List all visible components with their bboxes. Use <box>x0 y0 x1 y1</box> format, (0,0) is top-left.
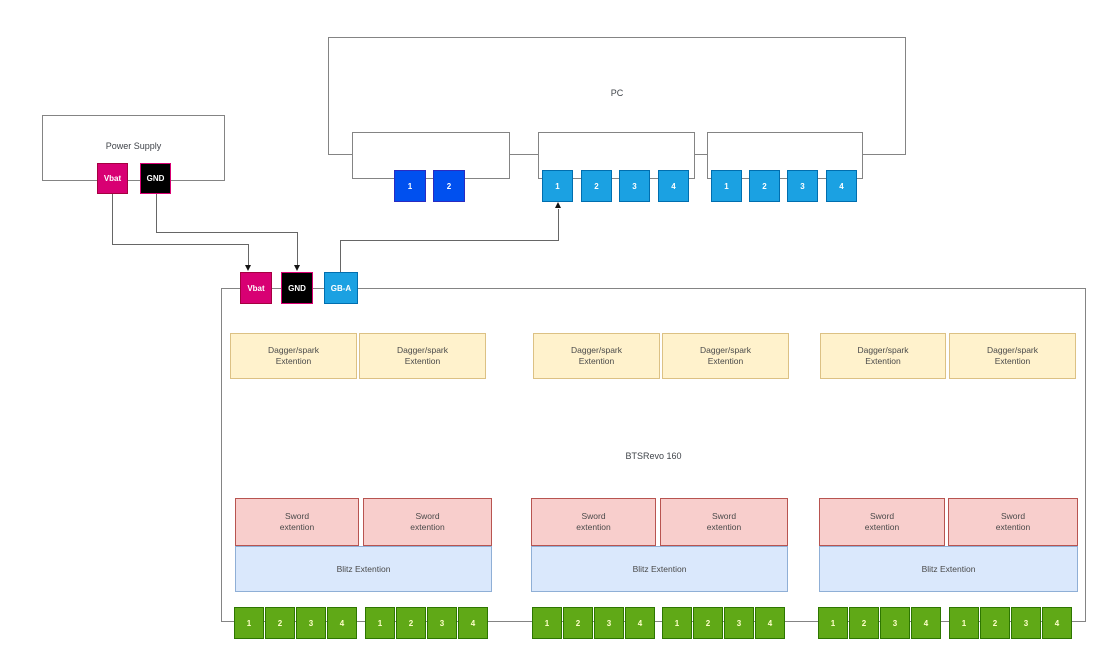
board-port: 2 <box>693 607 723 639</box>
sword-extension-box: Sword extention <box>235 498 359 546</box>
board-vbat-pin: Vbat <box>240 272 272 304</box>
wire-gba-segment <box>340 240 559 241</box>
pc-hub2-port: 2 <box>581 170 612 202</box>
board-port: 4 <box>625 607 655 639</box>
gba-arrowhead-icon <box>555 202 561 208</box>
power-supply-box <box>42 115 225 181</box>
board-port: 3 <box>880 607 910 639</box>
blitz-extension-box: Blitz Extention <box>819 546 1078 592</box>
board-port: 4 <box>458 607 488 639</box>
dagger-spark-extension-box: Dagger/spark Extention <box>359 333 486 379</box>
pc-hub3-port: 3 <box>787 170 818 202</box>
pc-hub1-port: 1 <box>394 170 426 202</box>
ps-gnd-pin: GND <box>140 163 171 194</box>
pc-hub2-port: 4 <box>658 170 689 202</box>
dagger-spark-extension-box: Dagger/spark Extention <box>662 333 789 379</box>
board-port: 3 <box>1011 607 1041 639</box>
power-supply-label: Power Supply <box>105 141 162 151</box>
board-port: 1 <box>532 607 562 639</box>
board-port: 4 <box>327 607 357 639</box>
ps-vbat-pin: Vbat <box>97 163 128 194</box>
gnd-arrowhead-icon <box>294 265 300 271</box>
wire-gnd-segment <box>297 232 298 266</box>
pc-label: PC <box>610 88 624 98</box>
dagger-spark-extension-box: Dagger/spark Extention <box>230 333 357 379</box>
pc-hub3-port: 2 <box>749 170 780 202</box>
board-port: 2 <box>563 607 593 639</box>
blitz-extension-box: Blitz Extention <box>235 546 492 592</box>
pc-hub1-box <box>352 132 510 179</box>
board-port: 2 <box>980 607 1010 639</box>
board-port: 4 <box>755 607 785 639</box>
sword-extension-box: Sword extention <box>363 498 492 546</box>
board-port: 1 <box>818 607 848 639</box>
wire-gnd-segment <box>156 194 157 233</box>
vbat-arrowhead-icon <box>245 265 251 271</box>
dagger-spark-extension-box: Dagger/spark Extention <box>820 333 946 379</box>
sword-extension-box: Sword extention <box>531 498 656 546</box>
wire-vbat-segment <box>112 194 113 245</box>
board-gba-pin: GB-A <box>324 272 358 304</box>
wire-gba-segment <box>558 209 559 241</box>
blitz-extension-box: Blitz Extention <box>531 546 788 592</box>
dagger-spark-extension-box: Dagger/spark Extention <box>533 333 660 379</box>
board-port: 2 <box>849 607 879 639</box>
board-port: 1 <box>662 607 692 639</box>
board-port: 3 <box>296 607 326 639</box>
board-port: 4 <box>1042 607 1072 639</box>
btsrevo-board-label: BTSRevo 160 <box>625 451 682 461</box>
board-port: 2 <box>265 607 295 639</box>
sword-extension-box: Sword extention <box>819 498 945 546</box>
board-port: 3 <box>427 607 457 639</box>
board-port: 2 <box>396 607 426 639</box>
sword-extension-box: Sword extention <box>660 498 788 546</box>
wire-gba-segment <box>340 240 341 272</box>
pc-hub3-port: 4 <box>826 170 857 202</box>
board-port: 1 <box>234 607 264 639</box>
pc-hub3-port: 1 <box>711 170 742 202</box>
pc-hub2-port: 3 <box>619 170 650 202</box>
dagger-spark-extension-box: Dagger/spark Extention <box>949 333 1076 379</box>
board-port: 4 <box>911 607 941 639</box>
sword-extension-box: Sword extention <box>948 498 1078 546</box>
board-port: 1 <box>365 607 395 639</box>
wire-vbat-segment <box>112 244 249 245</box>
pc-hub1-port: 2 <box>433 170 465 202</box>
board-port: 3 <box>594 607 624 639</box>
wire-gnd-segment <box>156 232 298 233</box>
pc-hub2-port: 1 <box>542 170 573 202</box>
wire-vbat-segment <box>248 244 249 266</box>
board-port: 3 <box>724 607 754 639</box>
board-port: 1 <box>949 607 979 639</box>
board-gnd-pin: GND <box>281 272 313 304</box>
